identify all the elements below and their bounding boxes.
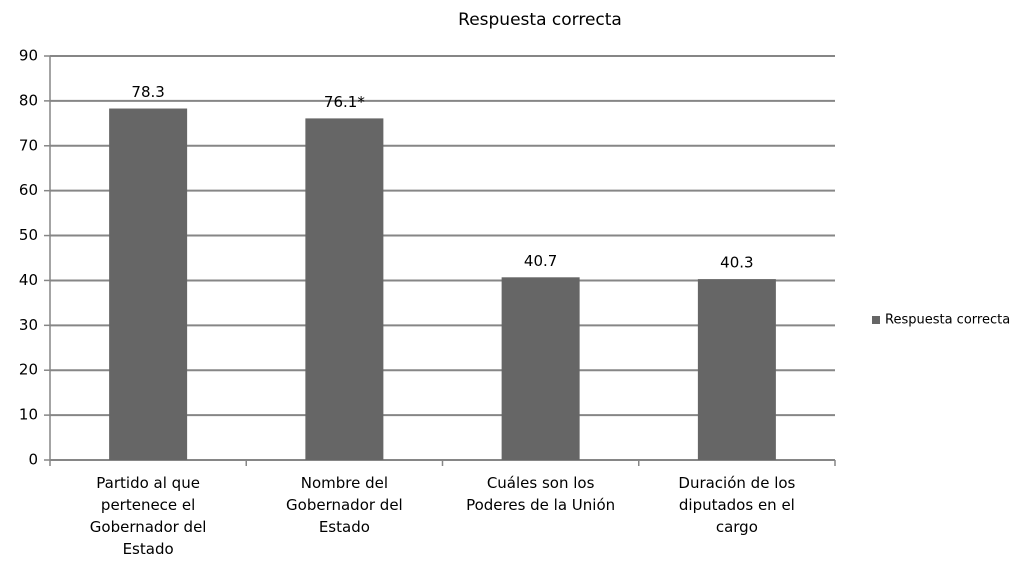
x-tick-label: Duración de los diputados en el cargo [678,474,796,536]
x-tick-label: Nombre del Gobernador del Estado [286,474,403,536]
y-tick-label: 90 [19,47,38,65]
bar [501,277,580,460]
y-tick-label: 60 [19,181,38,199]
x-tick-label: Cuáles son los Poderes de la Unión [466,474,616,514]
data-label: 76.1* [324,93,365,111]
legend-swatch [872,316,880,324]
y-tick-label: 80 [19,91,38,109]
bar [697,279,776,460]
y-tick-label: 30 [19,316,38,334]
data-label: 78.3 [131,83,164,101]
data-label: 40.3 [720,254,753,272]
chart-title: Respuesta correcta [458,10,622,30]
data-label: 40.7 [524,252,557,270]
y-tick-label: 20 [19,361,38,379]
legend-label: Respuesta correcta [885,313,1010,328]
y-tick-label: 40 [19,271,38,289]
y-tick-label: 0 [28,451,38,469]
y-tick-label: 10 [19,406,38,424]
bar [109,108,188,461]
x-tick-label: Partido al que pertenece el Gobernador d… [89,474,207,558]
bar [305,118,384,460]
y-tick-label: 70 [19,136,38,154]
y-tick-label: 50 [19,226,38,244]
